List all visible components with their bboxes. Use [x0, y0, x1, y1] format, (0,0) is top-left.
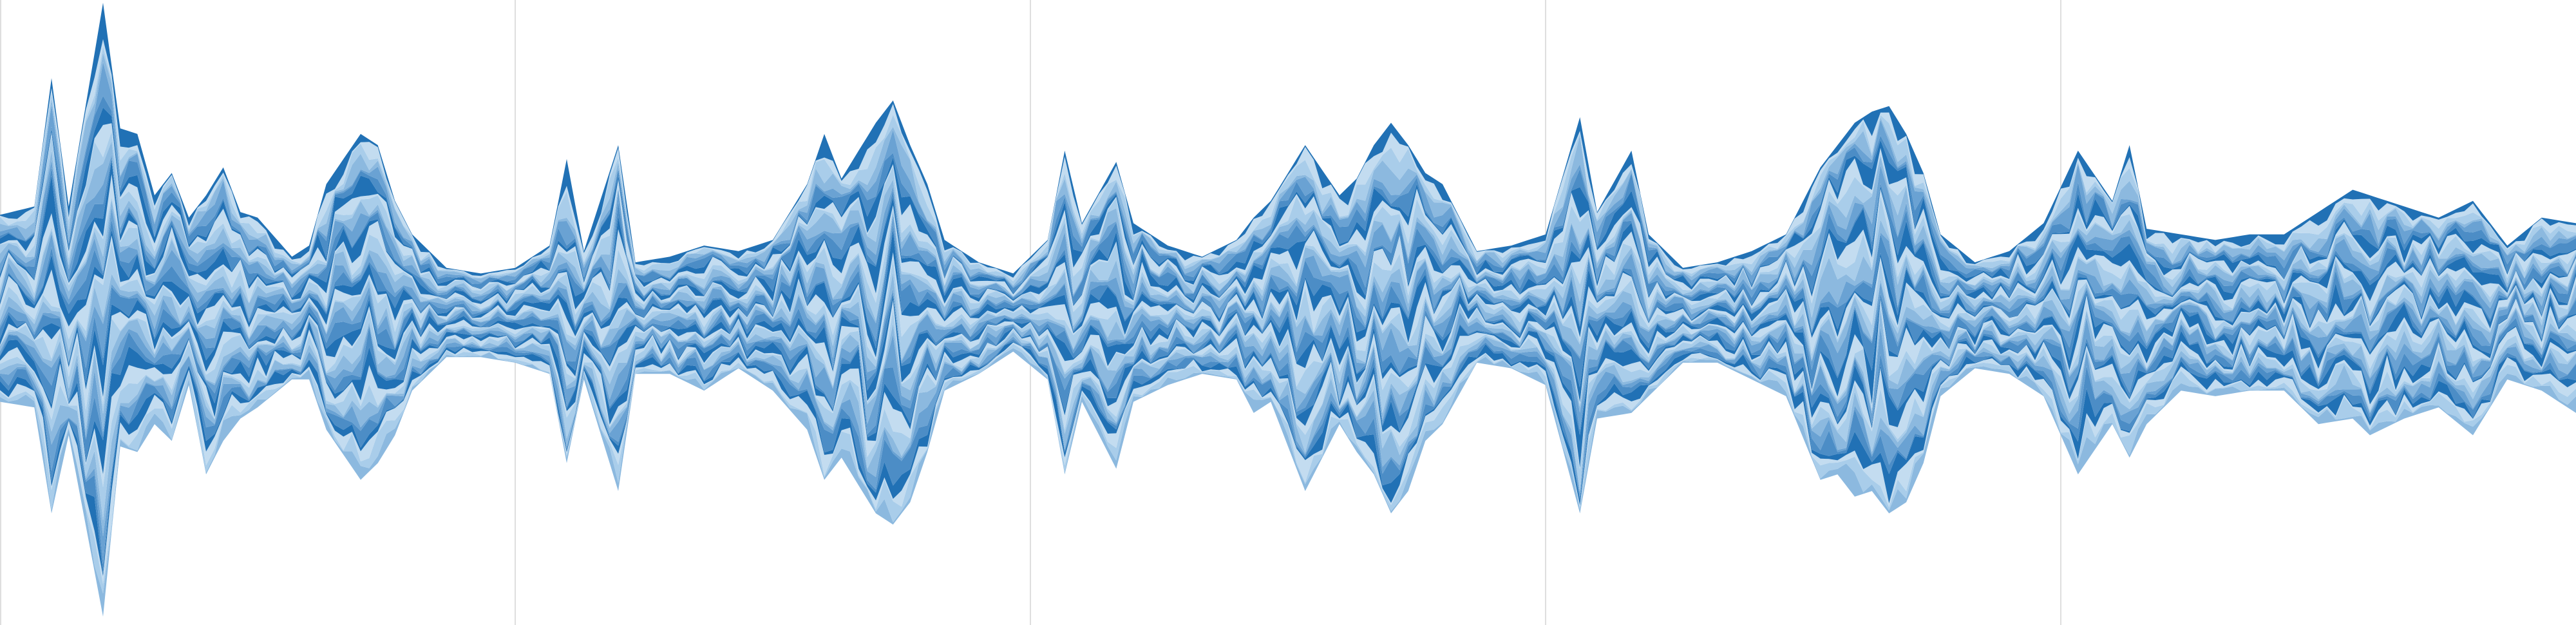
stream-layer-19 [0, 242, 2576, 367]
stream-layer-7 [0, 329, 2576, 521]
stream-layer-13 [0, 302, 2576, 430]
stream-layer-22 [0, 219, 2576, 349]
stream-layer-32 [0, 123, 2576, 296]
stream-layer-29 [0, 154, 2576, 301]
stream-layer-28 [0, 157, 2576, 305]
stream-layer-30 [0, 141, 2576, 298]
stream-layer-11 [0, 309, 2576, 440]
stream-layer-18 [0, 273, 2576, 372]
stream-layer-17 [0, 282, 2576, 381]
stream-layers [0, 3, 2576, 617]
